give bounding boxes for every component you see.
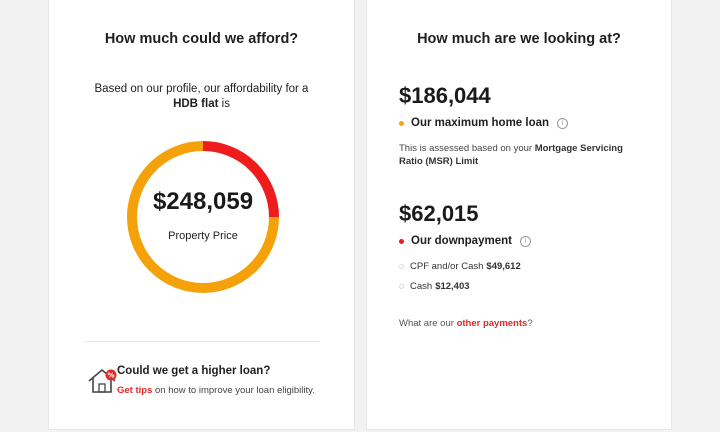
other-payments-suffix: ? xyxy=(527,318,533,329)
donut-segment-1 xyxy=(127,141,279,293)
cpf-cash-label: CPF and/or Cash xyxy=(410,261,484,272)
get-tips-description: on how to improve your loan eligibility. xyxy=(152,385,315,396)
higher-loan-title: Could we get a higher loan? xyxy=(117,365,271,377)
cash-item: Cash $12,403 xyxy=(399,281,470,292)
bullet-dot xyxy=(399,264,404,269)
msr-note: This is assessed based on your Mortgage … xyxy=(399,142,639,168)
property-type: HDB flat xyxy=(173,98,219,110)
affordability-title: How much could we afford? xyxy=(104,31,299,47)
property-price-label: Property Price xyxy=(168,230,238,242)
affordability-card: How much could we afford? Based on our p… xyxy=(48,0,355,430)
cash-value: $12,403 xyxy=(435,281,470,292)
max-home-loan-amount: $186,044 xyxy=(399,83,491,108)
other-payments-question: What are our other payments? xyxy=(399,318,533,329)
msr-limit: Mortgage Servicing Ratio (MSR) Limit xyxy=(399,143,623,167)
downpayment-label: Our downpayment xyxy=(411,235,512,247)
donut-center: $248,059 Property Price xyxy=(123,137,283,297)
affordability-intro-suffix: is xyxy=(218,98,230,110)
svg-text:%: % xyxy=(107,372,114,380)
other-payments-prefix: What are our xyxy=(399,318,457,329)
divider xyxy=(85,341,320,342)
other-payments-link[interactable]: other payments xyxy=(456,318,528,329)
cash-label: Cash xyxy=(410,281,433,292)
get-tips-link[interactable]: Get tips xyxy=(117,385,153,396)
msr-note-text: This is assessed based on your xyxy=(399,143,535,154)
cpf-cash-item: CPF and/or Cash $49,612 xyxy=(399,261,521,272)
downpayment-amount: $62,015 xyxy=(399,201,479,226)
breakdown-title: How much are we looking at? xyxy=(417,31,621,47)
bullet-dot xyxy=(399,284,404,289)
cpf-cash-value: $49,612 xyxy=(486,261,521,272)
downpayment-row: Our downpayment i xyxy=(399,235,531,247)
property-price-amount: $248,059 xyxy=(152,188,254,215)
affordability-donut-chart xyxy=(127,141,279,293)
max-home-loan-row: Our maximum home loan i xyxy=(399,117,569,129)
downpayment-dot xyxy=(399,238,404,244)
higher-loan-text: Get tips on how to improve your loan eli… xyxy=(117,385,315,396)
loan-dot xyxy=(399,120,404,126)
info-circle-icon[interactable]: i xyxy=(519,235,531,247)
breakdown-card: How much are we looking at? $186,044 Our… xyxy=(366,0,672,430)
max-home-loan-label: Our maximum home loan xyxy=(411,117,550,129)
affordability-intro-text: Based on our profile, our affordability … xyxy=(94,83,309,95)
info-circle-icon[interactable]: i xyxy=(557,117,569,129)
affordability-intro: Based on our profile, our affordability … xyxy=(79,82,324,112)
house-percent-icon: % xyxy=(88,369,117,393)
